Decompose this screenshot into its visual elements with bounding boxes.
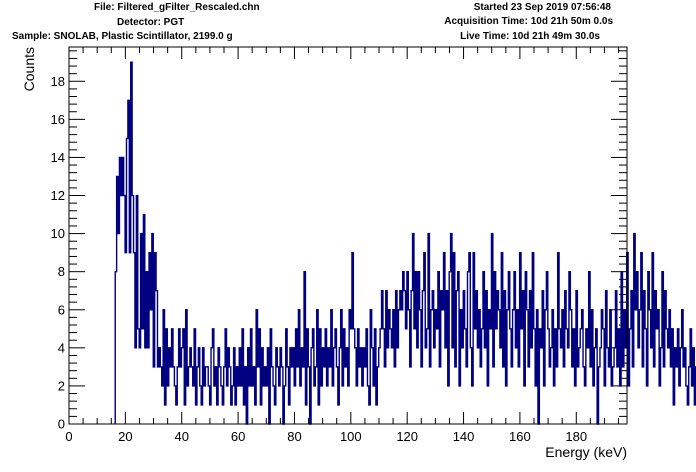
start-time-label: Started 23 Sep 2019 07:56:48 <box>473 2 611 13</box>
y-tick-label: 8 <box>58 264 65 279</box>
x-tick-label: 180 <box>565 429 587 444</box>
x-tick-label: 0 <box>65 429 72 444</box>
y-tick-label: 10 <box>51 226 65 241</box>
y-axis-title: Counts <box>21 47 37 91</box>
x-tick-label: 120 <box>396 429 418 444</box>
x-tick-label: 140 <box>453 429 475 444</box>
y-tick-label: 0 <box>58 417 65 432</box>
x-tick-label: 160 <box>509 429 531 444</box>
detector-label: Detector: PGT <box>117 17 185 28</box>
x-tick-label: 60 <box>231 429 245 444</box>
file-name-label: File: Filtered_gFilter_Rescaled.chn <box>94 2 260 13</box>
y-tick-label: 2 <box>58 378 65 393</box>
y-tick-label: 18 <box>51 74 65 89</box>
x-tick-label: 20 <box>118 429 132 444</box>
histogram-series <box>114 61 696 425</box>
y-tick-label: 16 <box>51 112 65 127</box>
y-tick-label: 12 <box>51 188 65 203</box>
plot-frame <box>68 46 628 425</box>
x-tick-label: 80 <box>287 429 301 444</box>
y-tick-label: 14 <box>51 150 65 165</box>
sample-label: Sample: SNOLAB, Plastic Scintillator, 21… <box>12 31 233 42</box>
live-time-label: Live Time: 10d 21h 49m 30.0s <box>460 31 600 42</box>
y-tick-label: 4 <box>58 340 65 355</box>
y-tick-label: 6 <box>58 302 65 317</box>
x-tick-label: 40 <box>174 429 188 444</box>
tick-labels: 0 20 40 60 80 100 120 140 160 180 0 2 4 6 8 10 12 14 16 18 <box>51 74 588 444</box>
x-axis-title: Energy (keV) <box>545 444 627 460</box>
acquisition-time-label: Acquisition Time: 10d 21h 50m 0.0s <box>444 16 613 27</box>
x-tick-label: 100 <box>340 429 362 444</box>
